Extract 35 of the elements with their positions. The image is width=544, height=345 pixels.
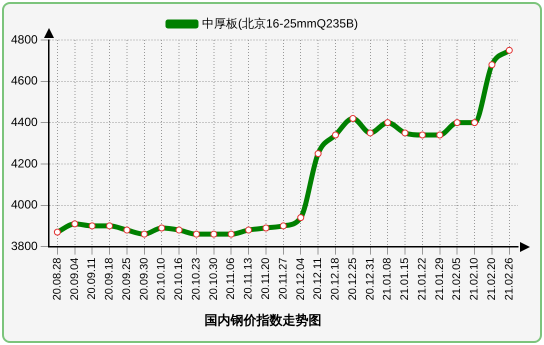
x-tick-label: 20.08.28 [51, 258, 64, 300]
x-tick-label: 20.10.10 [156, 258, 168, 300]
y-tick-label: 3800 [10, 238, 38, 253]
y-tick-label: 4400 [10, 114, 38, 129]
y-tick-label: 4800 [10, 32, 38, 46]
x-tick-label: 20.10.16 [173, 258, 186, 300]
y-tick-label: 4600 [10, 74, 38, 88]
x-tick-label: 20.09.04 [68, 258, 81, 300]
x-tick-label: 20.12.18 [330, 258, 342, 300]
x-tick-label: 21.01.15 [399, 258, 412, 300]
x-tick-label: 20.09.18 [104, 258, 116, 300]
x-tick-label: 20.12.11 [312, 258, 324, 300]
x-tick-label: 20.11.27 [277, 258, 290, 300]
x-tick-label: 20.09.25 [120, 258, 133, 300]
x-tick-label: 20.09.11 [86, 258, 98, 300]
x-tick-label: 20.11.06 [225, 258, 238, 300]
x-tick-label: 20.12.31 [364, 258, 376, 300]
x-tick-label: 20.10.23 [190, 258, 202, 300]
x-tick-label: 20.09.30 [138, 258, 150, 300]
x-tick-label: 21.01.08 [382, 258, 394, 300]
x-tick-label: 20.12.04 [294, 258, 307, 300]
y-tick-label: 4000 [10, 198, 38, 212]
x-tick-label: 21.02.05 [451, 258, 464, 300]
x-tick-label: 21.02.26 [503, 258, 516, 300]
y-tick-label: 4200 [10, 156, 38, 170]
x-tick-label: 20.11.20 [260, 258, 272, 300]
x-tick-label: 21.01.29 [434, 258, 446, 300]
x-tick-label: 20.12.25 [346, 258, 359, 300]
text: 国内钢价指数走势图 [204, 312, 322, 329]
x-tick-label: 21.02.20 [486, 258, 498, 300]
x-tick-label: 20.10.30 [208, 258, 220, 300]
legend-label: 中厚板(北京16-25mmQ235B) [202, 16, 358, 30]
x-tick-label: 21.02.10 [468, 258, 481, 300]
x-tick-label: 20.11.13 [242, 258, 255, 300]
x-tick-label: 21.01.22 [416, 258, 428, 300]
